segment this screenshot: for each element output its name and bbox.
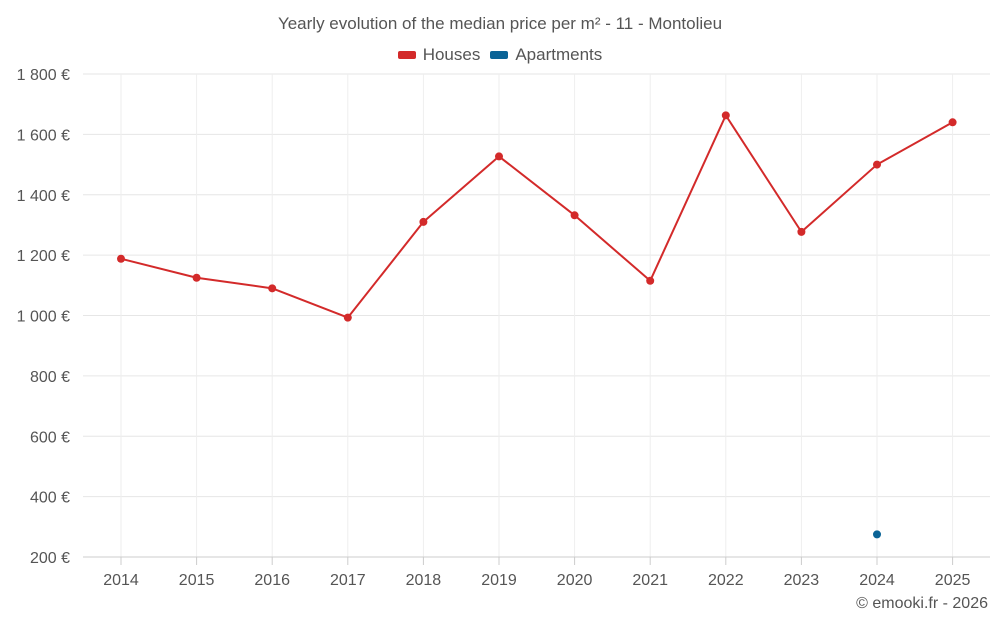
data-point-houses-2014 [117, 254, 125, 263]
data-point-houses-2022 [721, 111, 730, 120]
data-point-houses-2016 [268, 284, 277, 293]
x-tick-label: 2019 [481, 572, 517, 589]
data-point-apartments-2024 [873, 530, 881, 539]
y-tick-label: 600 € [30, 429, 70, 446]
x-tick-label: 2023 [784, 572, 820, 589]
grid-layer [83, 73, 990, 558]
data-point-houses-2023 [797, 227, 806, 236]
x-tick-label: 2024 [859, 572, 895, 589]
data-point-houses-2025 [948, 118, 957, 127]
legend-item-apartments[interactable]: Apartments [490, 45, 602, 65]
y-tick-label: 1 800 € [17, 67, 70, 84]
y-tick-label: 1 200 € [17, 248, 70, 265]
data-point-houses-2018 [419, 217, 428, 226]
legend-item-houses[interactable]: Houses [397, 45, 481, 65]
axis-layer: 200 € 400 € 600 € 800 € 1 000 € 1 200 € 1 400 … [17, 67, 990, 589]
legend-label-apartments: Apartments [515, 45, 603, 64]
data-point-houses-2017 [343, 313, 352, 322]
data-point-houses-2024 [873, 160, 881, 169]
x-tick-label: 2022 [708, 572, 744, 589]
y-tick-label: 1 000 € [17, 309, 70, 326]
legend-swatch-apartments [490, 51, 509, 59]
legend-swatch-houses [397, 51, 416, 59]
y-tick-label: 800 € [30, 369, 70, 386]
data-point-houses-2019 [495, 152, 503, 161]
y-tick-label: 1 400 € [17, 188, 70, 205]
x-tick-label: 2020 [557, 572, 593, 589]
x-tick-label: 2015 [179, 572, 215, 589]
x-tick-label: 2021 [632, 572, 668, 589]
chart-title: Yearly evolution of the median price per… [277, 14, 723, 33]
series-layer [117, 111, 957, 539]
x-tick-label: 2014 [103, 572, 139, 589]
y-tick-label: 1 600 € [17, 127, 70, 144]
y-tick-label: 400 € [30, 490, 70, 507]
x-tick-label: 2016 [254, 572, 290, 589]
legend-label-houses: Houses [422, 45, 481, 64]
x-tick-label: 2025 [935, 572, 971, 589]
x-tick-label: 2017 [330, 572, 366, 589]
data-point-houses-2015 [192, 273, 201, 282]
x-tick-label: 2018 [406, 572, 442, 589]
data-point-houses-2020 [570, 211, 579, 220]
data-point-houses-2021 [646, 276, 655, 285]
credits: © emooki.fr - 2026 [856, 595, 988, 612]
y-tick-label: 200 € [30, 550, 70, 567]
series-line-houses [120, 114, 954, 319]
legend: Houses Apartments [0, 45, 1000, 65]
